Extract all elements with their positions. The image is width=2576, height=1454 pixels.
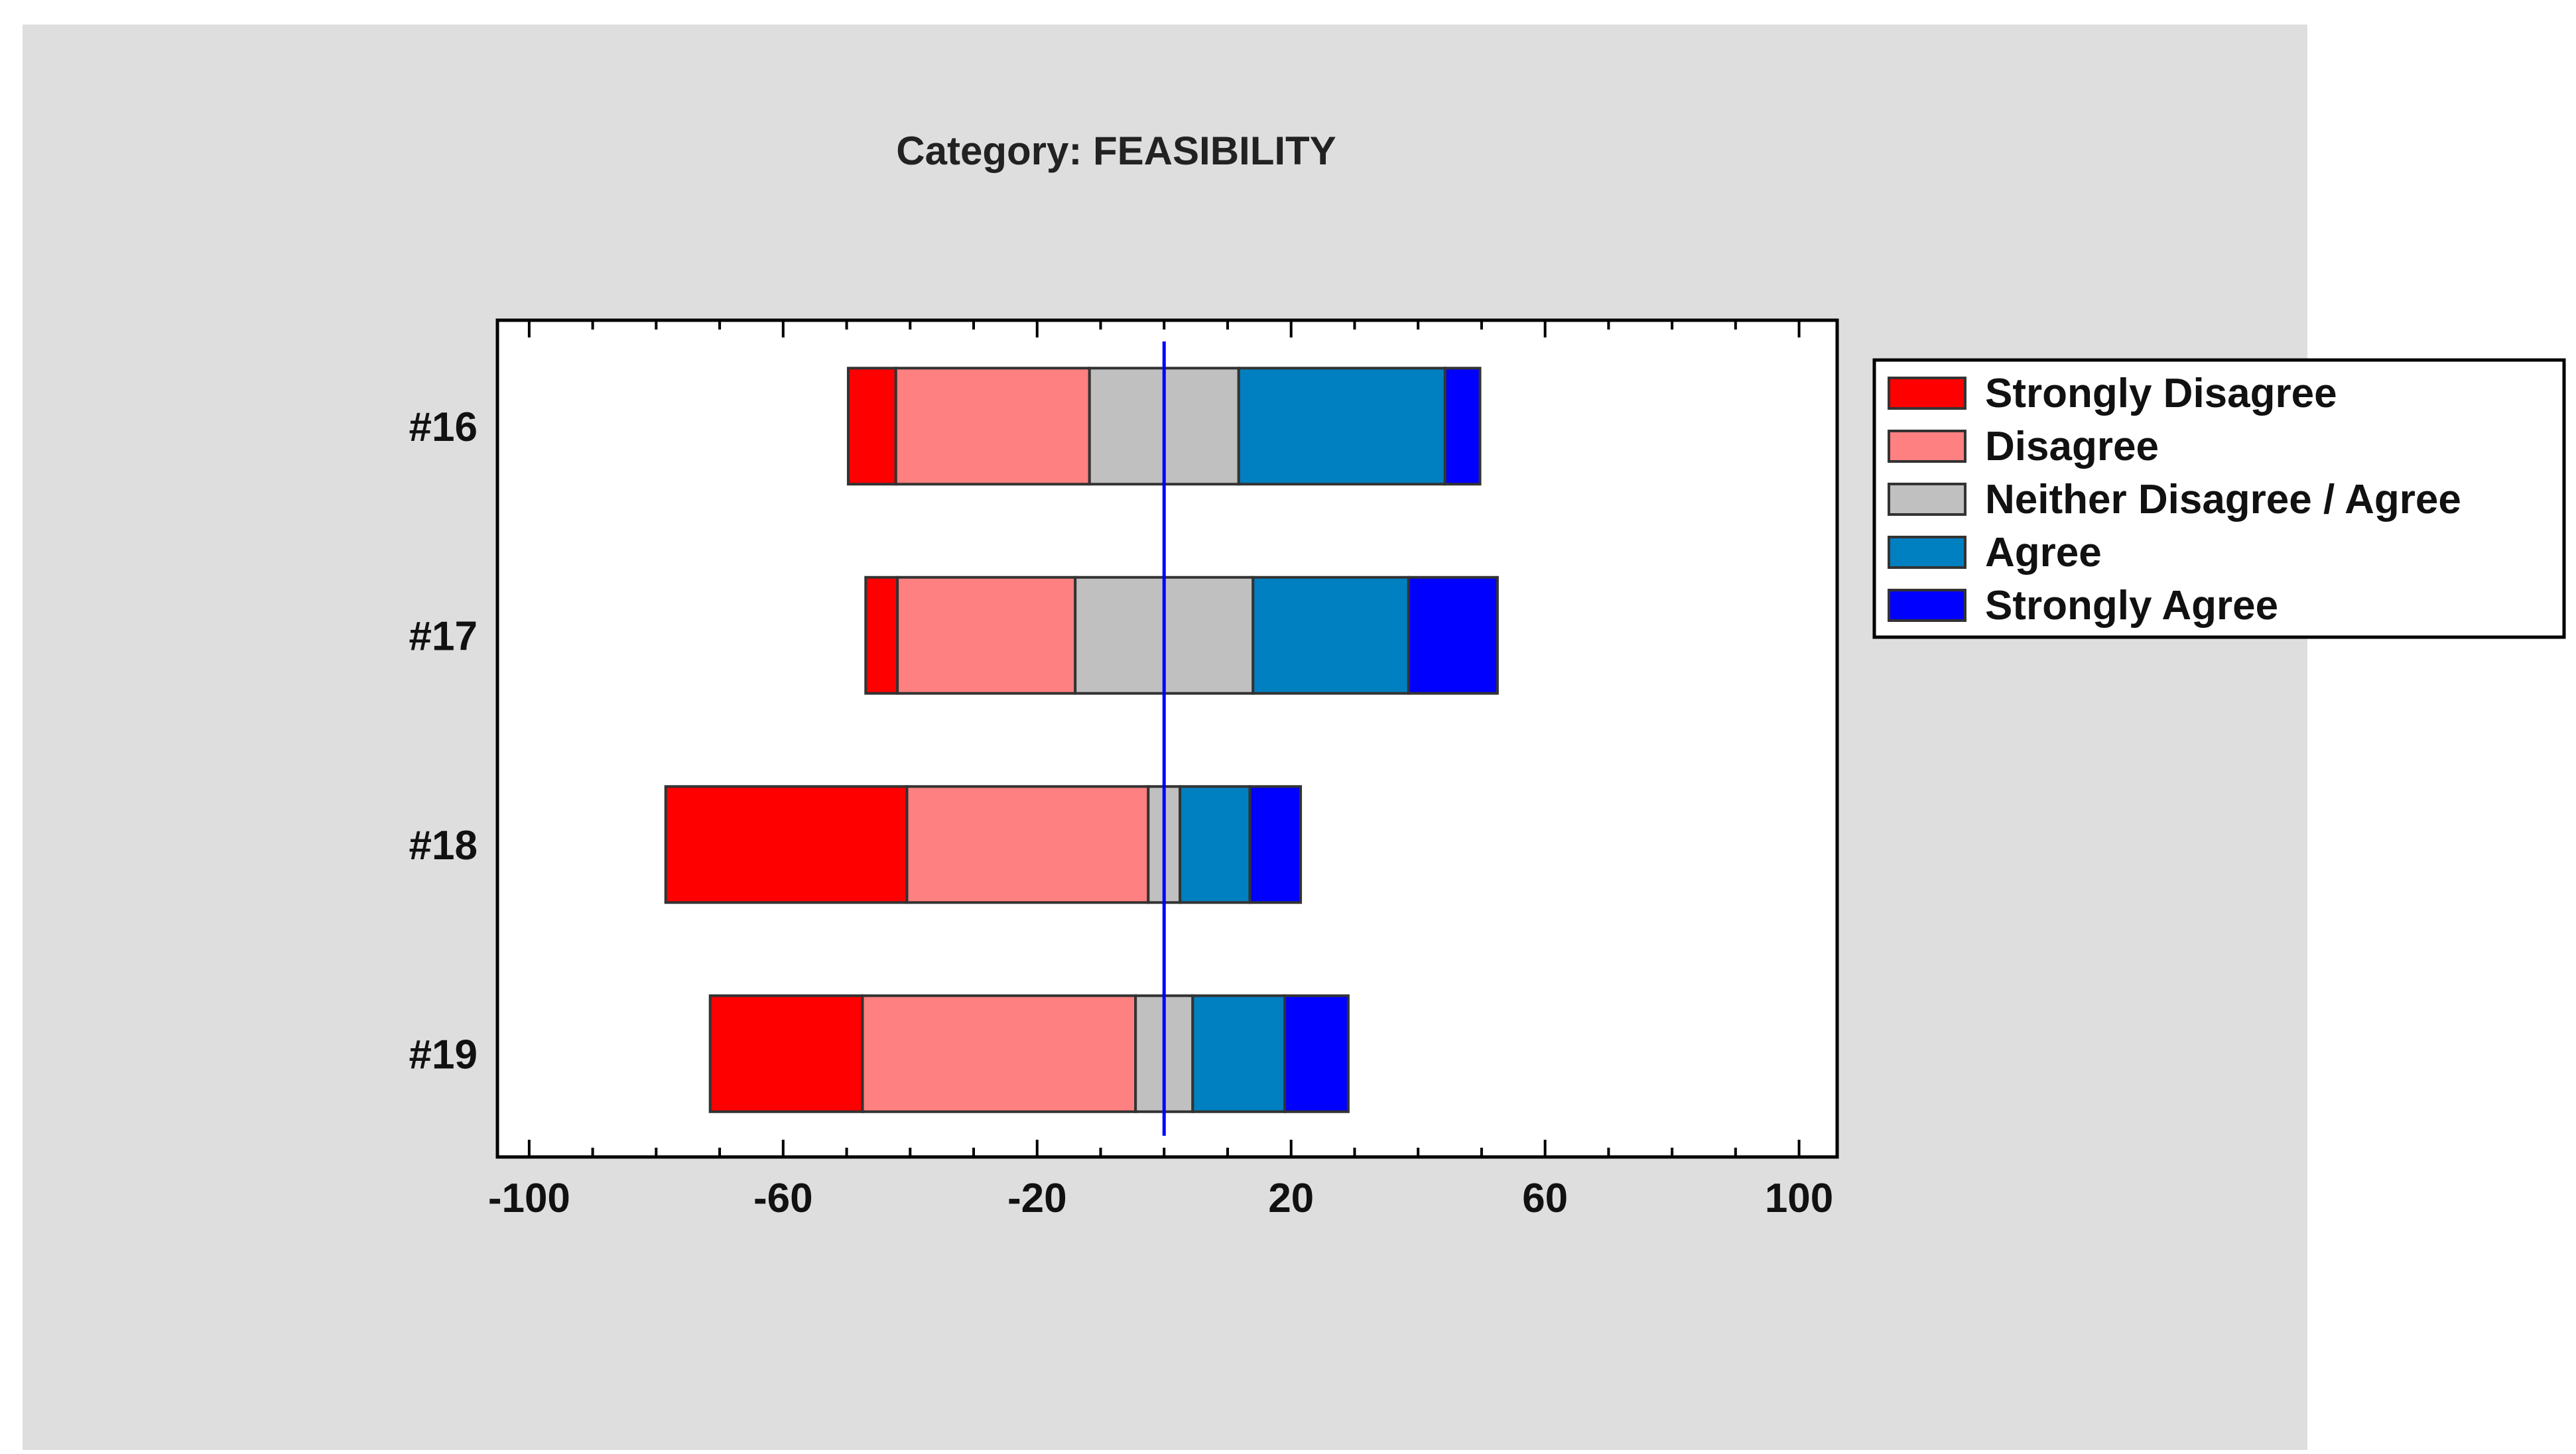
bar-item-17-disagree <box>896 576 1077 695</box>
legend-label: Strongly Disagree <box>1985 371 2337 416</box>
bar-item-16-strongly-agree <box>1443 367 1482 486</box>
bar-item-19-strongly-agree <box>1283 994 1350 1113</box>
bar-item-19-disagree <box>861 994 1137 1113</box>
x-tick-label: -60 <box>753 1176 813 1221</box>
bar-item-16-agree <box>1237 367 1447 486</box>
category-label: #19 <box>409 1032 478 1077</box>
legend-label: Strongly Agree <box>1985 583 2278 629</box>
legend-swatch <box>1888 483 1966 516</box>
bar-item-17-agree <box>1252 576 1410 695</box>
legend-label: Neither Disagree / Agree <box>1985 477 2461 522</box>
legend-swatch <box>1888 430 1966 463</box>
bar-item-17-strongly-agree <box>1407 576 1499 695</box>
legend-label: Disagree <box>1985 424 2159 469</box>
x-tick-label: -20 <box>1007 1176 1067 1221</box>
legend-swatch <box>1888 377 1966 410</box>
legend: Strongly Disagree Disagree Neither Disagre… <box>1872 358 2566 639</box>
x-tick-label: 20 <box>1268 1176 1314 1221</box>
bar-item-19-strongly-disagree <box>708 994 864 1113</box>
bar-item-16-strongly-disagree <box>846 367 897 486</box>
bar-item-18-strongly-agree <box>1248 785 1303 904</box>
bar-item-18-disagree <box>905 785 1150 904</box>
x-tick-label: -100 <box>488 1176 570 1221</box>
category-label: #18 <box>409 823 478 869</box>
legend-swatch <box>1888 589 1966 622</box>
legend-box <box>1872 358 2566 639</box>
axis-ticks <box>527 320 1801 1157</box>
bar-item-17-strongly-disagree <box>864 576 899 695</box>
legend-label: Agree <box>1985 530 2102 576</box>
bar-item-19-agree <box>1191 994 1287 1113</box>
x-tick-label: 60 <box>1522 1176 1568 1221</box>
bar-item-18-strongly-disagree <box>664 785 909 904</box>
x-tick-label: 100 <box>1765 1176 1833 1221</box>
bar-item-16-disagree <box>894 367 1091 486</box>
bar-item-18-agree <box>1179 785 1252 904</box>
category-label: #17 <box>409 613 478 659</box>
chart-title: Category: FEASIBILITY <box>896 129 1336 173</box>
legend-swatch <box>1888 536 1966 569</box>
axis-labels: #16 #17 #18 #19 -100 -60 -20 20 60 100 <box>409 404 1834 1221</box>
category-label: #16 <box>409 404 478 450</box>
